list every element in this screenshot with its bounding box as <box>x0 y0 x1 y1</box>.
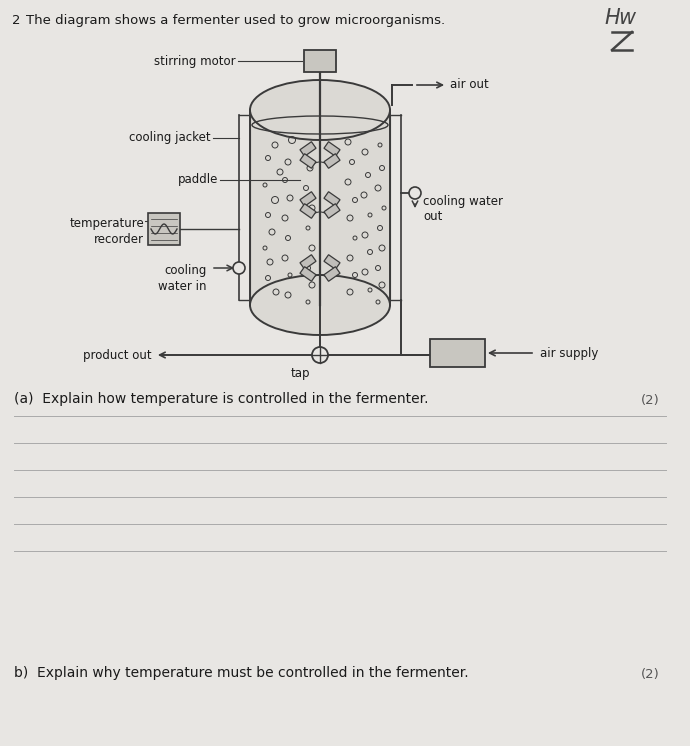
Bar <box>300 154 316 169</box>
Text: product out: product out <box>83 348 152 362</box>
Bar <box>324 192 340 207</box>
Bar <box>304 50 336 72</box>
Bar <box>300 192 316 207</box>
Bar <box>324 142 340 157</box>
Text: cooling
water in: cooling water in <box>159 264 207 293</box>
Text: cooling water
out: cooling water out <box>423 195 503 223</box>
Bar <box>324 204 340 219</box>
Bar <box>300 267 316 281</box>
Circle shape <box>312 347 328 363</box>
Text: H: H <box>604 8 620 28</box>
Text: AIR
FILTER: AIR FILTER <box>439 339 476 367</box>
Text: (2): (2) <box>641 394 660 407</box>
Text: stirring motor: stirring motor <box>155 54 236 67</box>
Bar <box>300 204 316 219</box>
Text: air out: air out <box>450 78 489 92</box>
Bar <box>430 339 485 367</box>
Ellipse shape <box>250 80 390 140</box>
Text: paddle: paddle <box>177 174 218 186</box>
Text: w: w <box>618 8 635 28</box>
Bar <box>324 254 340 269</box>
Circle shape <box>233 262 245 274</box>
Bar <box>300 142 316 157</box>
Bar <box>324 154 340 169</box>
Text: (a)  Explain how temperature is controlled in the fermenter.: (a) Explain how temperature is controlle… <box>14 392 428 406</box>
Text: temperature
recorder: temperature recorder <box>69 217 144 246</box>
Text: cooling jacket: cooling jacket <box>130 131 211 145</box>
Text: The diagram shows a fermenter used to grow microorganisms.: The diagram shows a fermenter used to gr… <box>26 14 445 27</box>
Circle shape <box>409 187 421 199</box>
Text: air supply: air supply <box>540 346 598 360</box>
Bar <box>324 267 340 281</box>
Bar <box>148 213 180 245</box>
Bar <box>250 110 390 305</box>
Text: tap: tap <box>290 367 310 380</box>
Text: b)  Explain why temperature must be controlled in the fermenter.: b) Explain why temperature must be contr… <box>14 666 469 680</box>
Bar <box>300 254 316 269</box>
Ellipse shape <box>250 275 390 335</box>
Text: 2: 2 <box>12 14 21 27</box>
Text: (2): (2) <box>641 668 660 681</box>
